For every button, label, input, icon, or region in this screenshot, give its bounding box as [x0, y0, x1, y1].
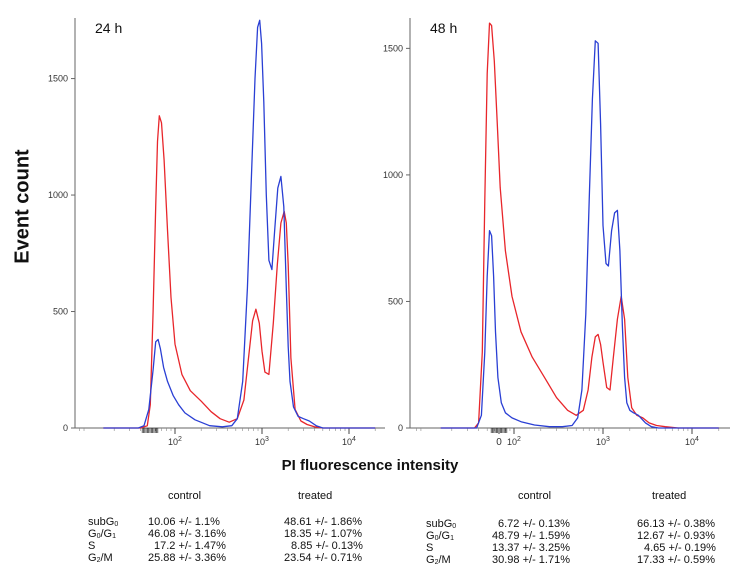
y-tick-label: 1000 [383, 170, 403, 180]
y-tick-label: 0 [63, 423, 68, 433]
cell-treated: 8.85 +/- 0.13% [291, 540, 363, 552]
panel-24h: 0 500 1000 1500 102 103 104 24 h [48, 18, 385, 447]
x-tick-label: 102 [168, 436, 182, 447]
stats-table-24h: control treated subG0 10.06 +/- 1.1% 48.… [88, 490, 388, 580]
cell-control: 30.98 +/- 1.71% [492, 554, 570, 566]
x-tick-label: 0 [496, 437, 502, 448]
cell-treated: 66.13 +/- 0.38% [637, 518, 715, 530]
y-tick-label: 1500 [48, 74, 68, 84]
header-treated: treated [652, 490, 687, 502]
cell-control: 48.79 +/- 1.59% [492, 530, 570, 542]
cell-control: 25.88 +/- 3.36% [148, 552, 226, 564]
row-label: G2/M [88, 552, 113, 564]
panel-title: 48 h [430, 20, 457, 36]
x-tick-label: 103 [255, 436, 269, 447]
panel-title: 24 h [95, 20, 122, 36]
cell-control: 10.06 +/- 1.1% [148, 516, 220, 528]
cell-treated: 17.33 +/- 0.59% [637, 554, 715, 566]
cell-control: 6.72 +/- 0.13% [498, 518, 570, 530]
x-axis-label: PI fluorescence intensity [281, 457, 459, 474]
y-tick-label: 500 [388, 296, 403, 306]
blue-histogram-line [440, 40, 719, 429]
row-label: G2/M [426, 554, 451, 566]
cell-treated: 4.65 +/- 0.19% [644, 542, 716, 554]
stats-table-48h: control treated subG0 6.72 +/- 0.13% 66.… [426, 490, 736, 580]
panel-48h: 0 500 1000 1500 0 102 103 104 48 h [383, 18, 730, 448]
cell-control: 17.2 +/- 1.47% [154, 540, 226, 552]
row-label: S [88, 540, 96, 552]
y-tick-label: 1500 [383, 43, 403, 53]
row-label: G0/G1 [88, 528, 116, 540]
y-tick-label: 500 [53, 307, 68, 317]
cell-control: 46.08 +/- 3.16% [148, 528, 226, 540]
row-label: G0/G1 [426, 530, 454, 542]
cell-treated: 48.61 +/- 1.86% [284, 516, 362, 528]
x-tick-label: 103 [596, 436, 610, 447]
cell-treated: 12.67 +/- 0.93% [637, 530, 715, 542]
x-tick-label: 102 [507, 436, 521, 447]
cell-treated: 18.35 +/- 1.07% [284, 528, 362, 540]
blue-histogram-line [103, 19, 376, 429]
header-control: control [518, 490, 552, 502]
row-label: subG0 [426, 518, 457, 530]
x-tick-label: 104 [685, 436, 699, 447]
x-tick-label: 104 [342, 436, 356, 447]
red-histogram-line [440, 22, 719, 429]
header-control: control [168, 490, 202, 502]
y-tick-label: 1000 [48, 190, 68, 200]
row-label: subG0 [88, 516, 119, 528]
cell-treated: 23.54 +/- 0.71% [284, 552, 362, 564]
row-label: S [426, 542, 434, 554]
red-histogram-line [103, 115, 376, 429]
y-axis-label: Event count [11, 149, 34, 264]
y-tick-label: 0 [398, 423, 403, 433]
header-treated: treated [298, 490, 333, 502]
cell-control: 13.37 +/- 3.25% [492, 542, 570, 554]
